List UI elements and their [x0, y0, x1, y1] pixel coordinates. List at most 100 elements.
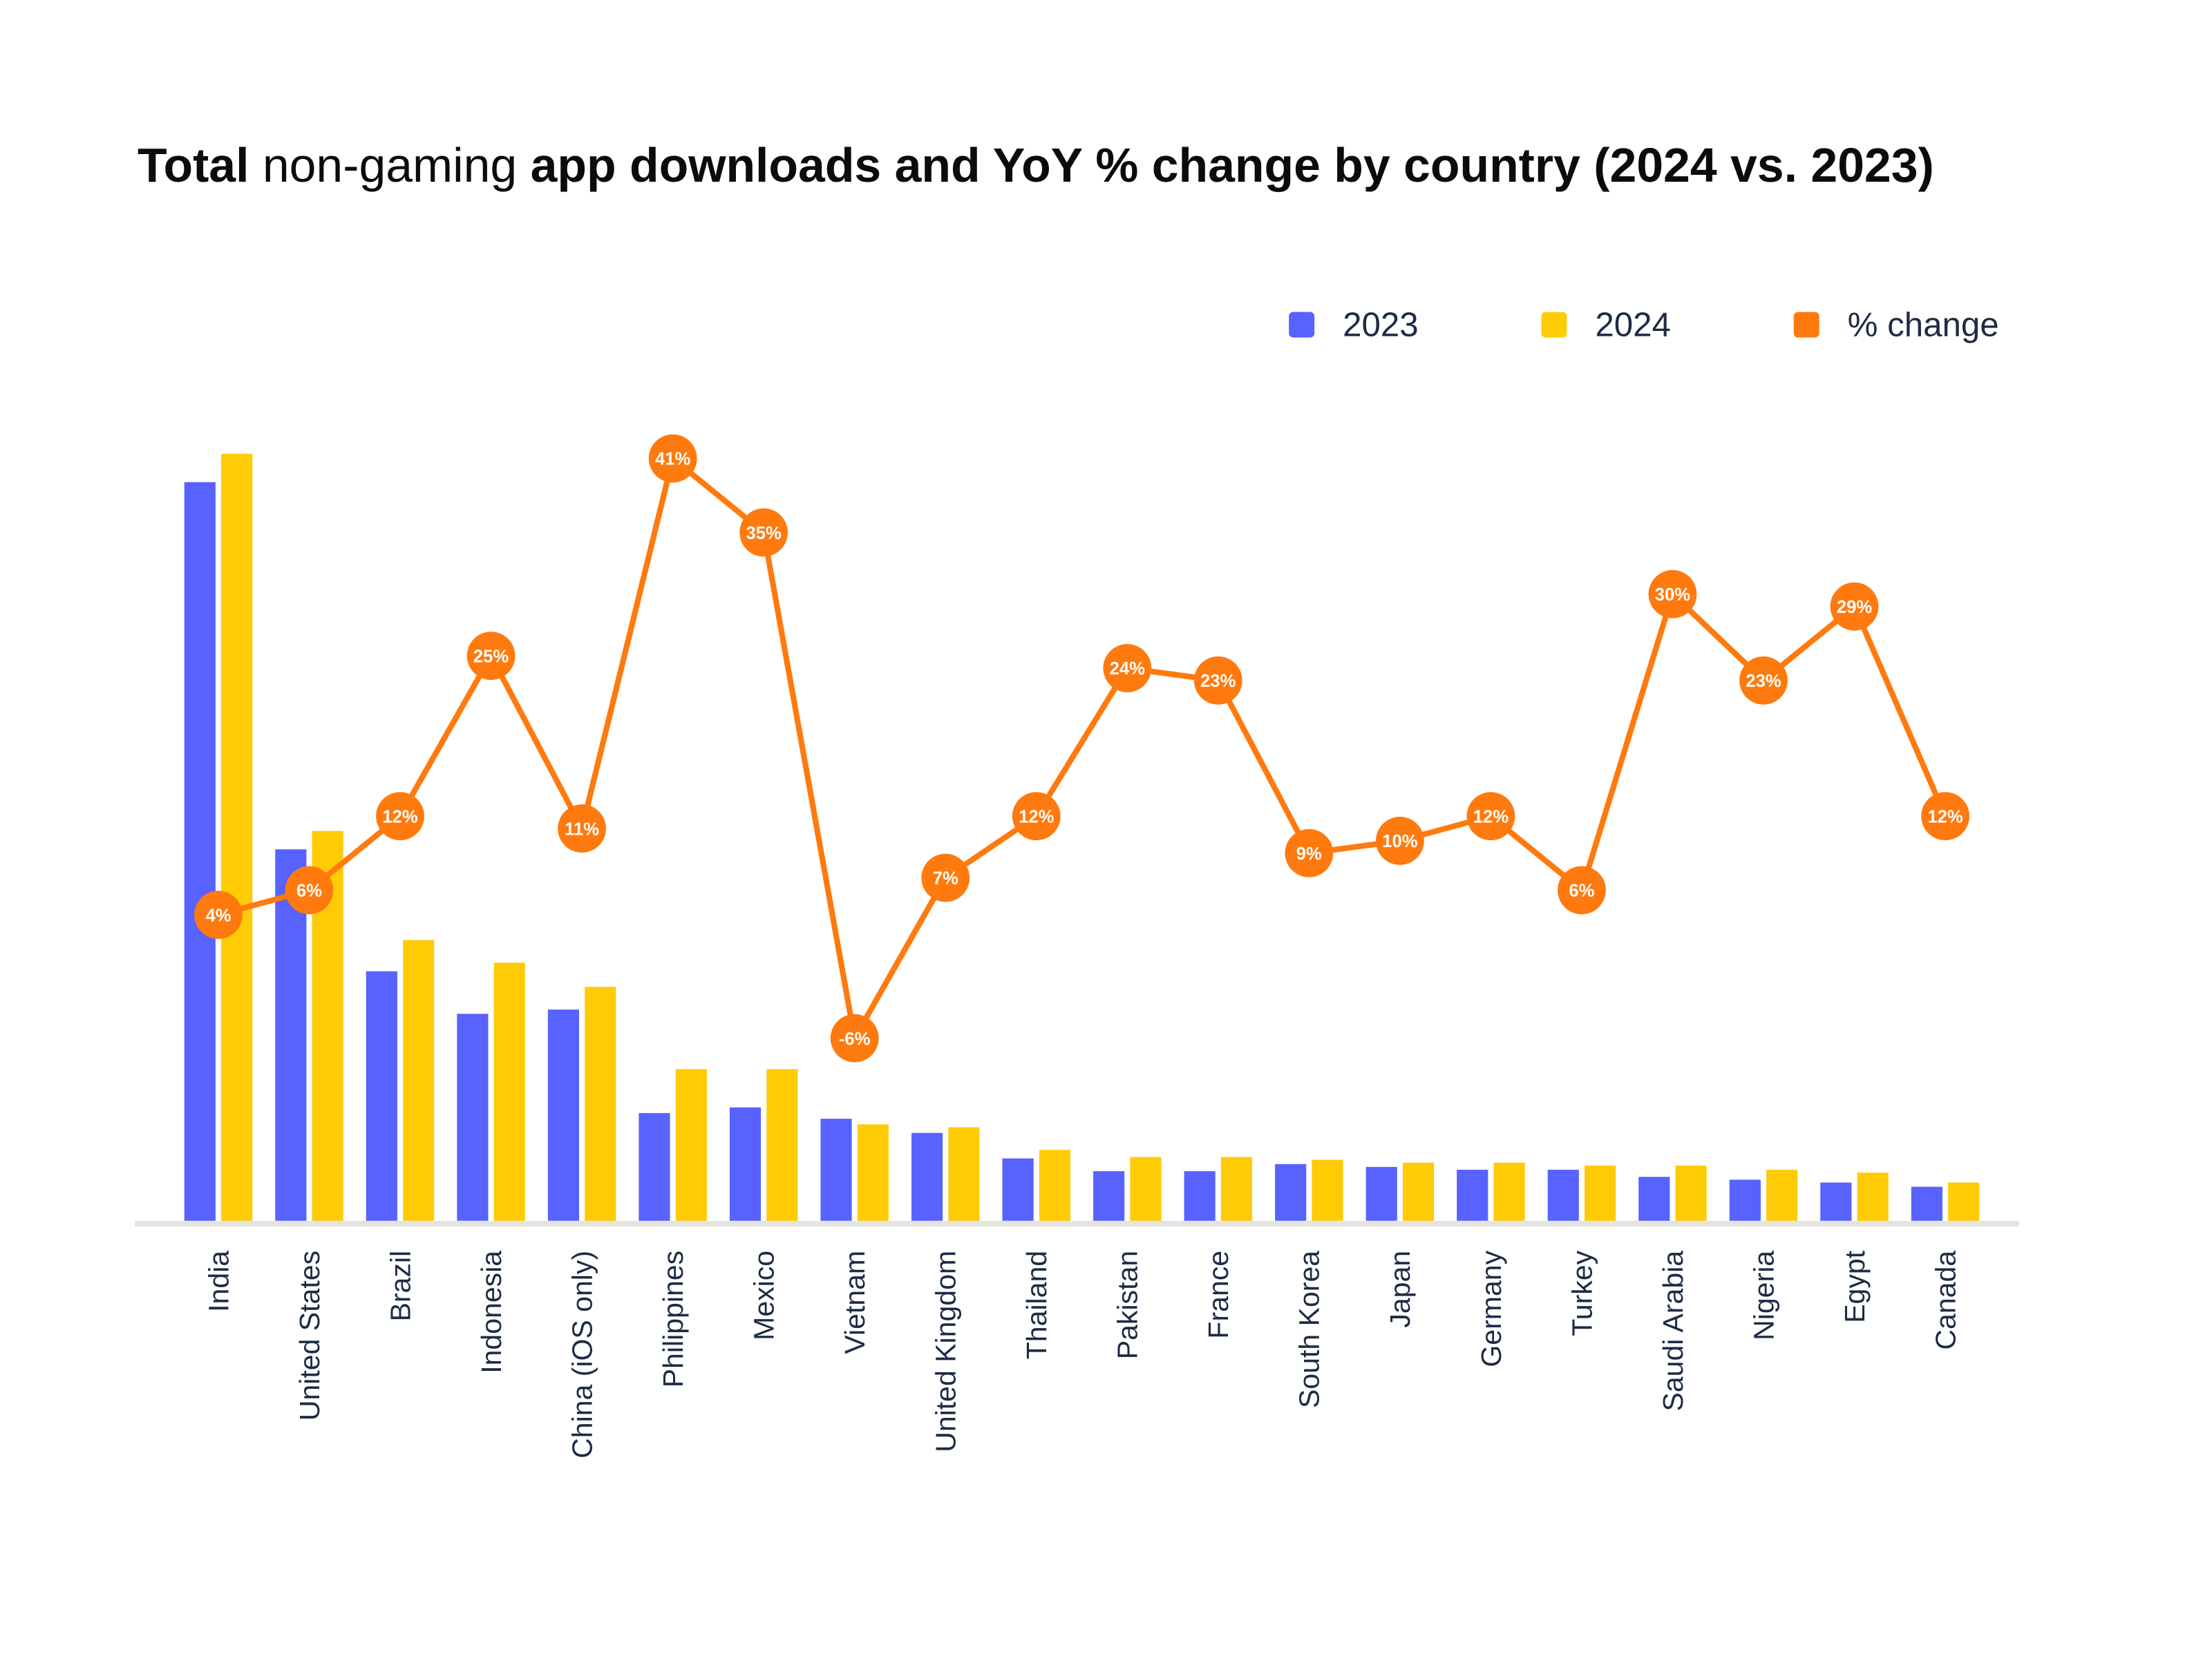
pct-data-label: 6%: [296, 882, 322, 901]
pct-point: [285, 866, 334, 915]
category-label: South Korea: [1294, 1251, 1325, 1408]
bar-2023: [1547, 1169, 1579, 1221]
legend-label-2023: 2023: [1343, 305, 1419, 343]
pct-data-label: 12%: [1473, 807, 1509, 826]
pct-data-label: 23%: [1200, 672, 1236, 691]
pct-data-label: 4%: [205, 906, 231, 925]
bar-2024: [1948, 1182, 1980, 1221]
legend-swatch-pct: [1793, 312, 1819, 338]
pct-data-label: 11%: [565, 819, 599, 839]
bar-2023: [1365, 1166, 1397, 1221]
bar-2024: [857, 1124, 889, 1221]
pct-point: [1558, 866, 1606, 915]
pct-point: [739, 508, 788, 557]
bar-2023: [1275, 1164, 1307, 1221]
bar-2024: [1402, 1162, 1435, 1221]
bar-2023: [457, 1014, 489, 1221]
title-part: app downloads and YoY % change by countr…: [531, 138, 1934, 192]
pct-point: [1375, 817, 1424, 865]
bar-2023: [1093, 1171, 1125, 1221]
bar-2023: [547, 1009, 580, 1221]
pct-data-label: 12%: [1019, 807, 1055, 826]
bar-2023: [184, 482, 216, 1221]
category-label: Thailand: [1021, 1251, 1052, 1359]
category-label: Canada: [1929, 1251, 1961, 1350]
category-label: Saudi Arabia: [1657, 1251, 1689, 1412]
pct-data-label: -6%: [839, 1030, 871, 1049]
bar-2024: [1585, 1165, 1616, 1221]
pct-data-label: 10%: [1382, 832, 1418, 851]
pct-data-label: 6%: [1569, 882, 1594, 901]
bar-2024: [221, 453, 253, 1221]
legend-label-pct: % change: [1848, 305, 1999, 343]
pct-data-label: 29%: [1837, 598, 1873, 617]
pct-data-label: 7%: [933, 869, 958, 889]
pct-point: [1193, 656, 1242, 705]
bar-2024: [675, 1069, 707, 1221]
bar-2023: [639, 1112, 670, 1221]
bar-2024: [1039, 1150, 1070, 1221]
bar-2023: [1820, 1182, 1852, 1221]
pct-point: [1103, 644, 1152, 692]
bars: [184, 453, 1980, 1221]
pct-point: [1285, 828, 1334, 878]
category-label: Philippines: [657, 1251, 689, 1387]
bar-2024: [403, 940, 435, 1221]
bar-2023: [729, 1107, 762, 1221]
category-label: Japan: [1384, 1251, 1416, 1328]
category-label: France: [1202, 1251, 1234, 1339]
pct-point: [1739, 656, 1788, 705]
pct-data-label: 23%: [1746, 672, 1781, 691]
bar-2024: [766, 1069, 798, 1221]
bar-2024: [585, 987, 616, 1221]
category-label: China (iOS only): [566, 1251, 598, 1459]
title-part: non-gaming: [249, 138, 530, 192]
bar-2024: [948, 1127, 980, 1221]
pct-point: [558, 804, 606, 853]
bar-2023: [1638, 1177, 1670, 1221]
category-label: Indonesia: [475, 1251, 507, 1374]
pct-point: [830, 1014, 879, 1063]
pct-change-line: 4% 6% 12% 25% 11% 41% 35% -6% 7% 12% 24% 23% 9% 10% 12…: [194, 434, 1969, 1063]
legend: 2023 2024 % change: [1289, 305, 1999, 343]
bar-2024: [1675, 1165, 1707, 1221]
bar-2023: [911, 1132, 943, 1221]
category-label: Brazil: [384, 1251, 416, 1322]
category-label: India: [202, 1251, 234, 1312]
title-part: Total: [138, 138, 249, 192]
bar-2024: [1312, 1159, 1343, 1221]
bar-2024: [493, 963, 525, 1221]
category-label: United Kingdom: [930, 1251, 962, 1452]
bar-2023: [1457, 1169, 1488, 1221]
category-label: Egypt: [1839, 1250, 1871, 1323]
category-label: Nigeria: [1748, 1251, 1779, 1340]
bar-2023: [1729, 1179, 1761, 1221]
category-label: United States: [294, 1251, 325, 1421]
category-label: Pakistan: [1112, 1251, 1144, 1359]
category-label: Germany: [1475, 1250, 1507, 1367]
pct-data-label: 30%: [1655, 585, 1691, 605]
bar-2024: [1857, 1173, 1889, 1221]
category-label: Turkey: [1566, 1250, 1598, 1336]
pct-point: [1012, 792, 1061, 841]
category-labels: India United States Brazil Indonesia China (…: [202, 1250, 1961, 1458]
pct-data-label: 24%: [1110, 659, 1146, 679]
bar-2024: [1766, 1169, 1798, 1221]
legend-label-2024: 2024: [1595, 305, 1671, 343]
pct-data-label: 35%: [746, 524, 782, 543]
pct-point: [1921, 792, 1969, 841]
pct-point: [1648, 569, 1697, 618]
pct-data-label: 12%: [382, 807, 418, 826]
pct-data-label: 12%: [1927, 807, 1963, 826]
pct-line-path: [217, 455, 1948, 1041]
legend-swatch-2024: [1541, 312, 1567, 338]
bar-2024: [1220, 1157, 1253, 1221]
bar-2023: [366, 971, 397, 1221]
category-label: Vietnam: [839, 1251, 871, 1354]
chart-title: Total non-gaming app downloads and YoY %…: [138, 138, 1934, 192]
bar-2024: [1130, 1157, 1162, 1221]
pct-data-label: 9%: [1296, 844, 1322, 864]
bar-2024: [1493, 1162, 1525, 1221]
bar-2023: [1911, 1186, 1942, 1221]
